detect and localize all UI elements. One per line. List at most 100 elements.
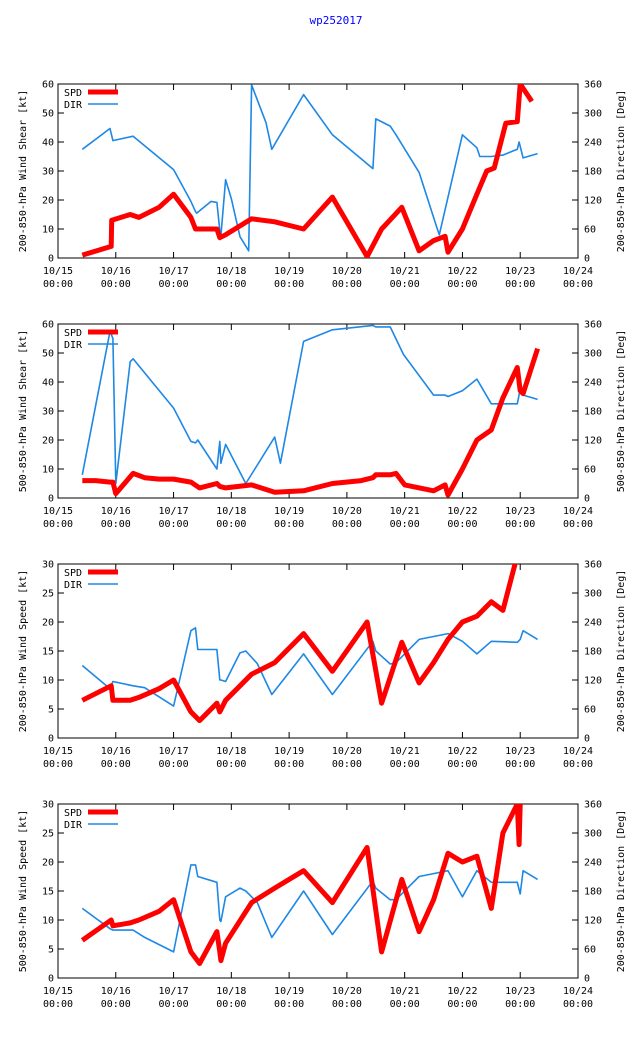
x-tick-label-time: 00:00 [447, 999, 477, 1010]
y-tick-label: 0 [48, 254, 54, 265]
x-tick-label: 10/20 [332, 266, 362, 277]
y-tick-label: 40 [42, 138, 54, 149]
y2-tick-label: 180 [584, 647, 602, 658]
series-dir-line [81, 84, 538, 252]
chart-panel-3: 05101520253006012018024030036010/1500:00… [18, 560, 627, 771]
x-tick-label-time: 00:00 [43, 279, 73, 290]
legend-dir-label: DIR [64, 100, 83, 111]
x-tick-label-time: 00:00 [505, 519, 535, 530]
series-spd-line [82, 347, 540, 498]
y-tick-label: 25 [42, 589, 54, 600]
legend-dir-label: DIR [64, 820, 83, 831]
y-tick-label: 5 [48, 945, 54, 956]
y-tick-label: 15 [42, 887, 54, 898]
y-tick-label: 5 [48, 705, 54, 716]
x-tick-label-time: 00:00 [332, 519, 362, 530]
x-tick-label: 10/23 [505, 266, 535, 277]
x-tick-label-time: 00:00 [43, 519, 73, 530]
x-tick-label-time: 00:00 [274, 519, 304, 530]
y2-tick-label: 120 [584, 196, 602, 207]
series-dir-line [81, 324, 538, 485]
y2-tick-label: 240 [584, 618, 602, 629]
x-tick-label: 10/22 [447, 986, 477, 997]
y-tick-label: 40 [42, 378, 54, 389]
x-tick-label-time: 00:00 [101, 759, 131, 770]
x-tick-label: 10/16 [101, 746, 131, 757]
x-tick-label-time: 00:00 [447, 519, 477, 530]
x-tick-label: 10/17 [159, 266, 189, 277]
y2-tick-label: 300 [584, 109, 602, 120]
x-tick-label: 10/19 [274, 506, 304, 517]
x-tick-label-time: 00:00 [563, 999, 593, 1010]
x-tick-label: 10/23 [505, 746, 535, 757]
plot-frame [57, 803, 579, 979]
x-tick-label: 10/23 [505, 506, 535, 517]
x-tick-label-time: 00:00 [216, 759, 246, 770]
x-tick-label: 10/17 [159, 986, 189, 997]
y2-tick-label: 360 [584, 560, 602, 571]
y2-tick-label: 120 [584, 436, 602, 447]
x-tick-label: 10/20 [332, 986, 362, 997]
y2-tick-label: 240 [584, 138, 602, 149]
x-tick-label-time: 00:00 [447, 279, 477, 290]
y-tick-label: 10 [42, 225, 54, 236]
series-spd-line [81, 564, 518, 724]
legend-spd-label: SPD [64, 568, 82, 579]
x-tick-label-time: 00:00 [563, 279, 593, 290]
chart-panel-1: 0 10 20 30 40 50 60 0 60 120 180 240 300 360 10/15 00:0… [18, 80, 627, 291]
y2-tick-label: 300 [584, 829, 602, 840]
x-tick-label: 10/20 [332, 506, 362, 517]
x-tick-label-time: 00:00 [159, 279, 189, 290]
y2-tick-label: 180 [584, 407, 602, 418]
x-tick-label-time: 00:00 [216, 519, 246, 530]
x-tick-label-time: 00:00 [43, 999, 73, 1010]
y2-tick-label: 120 [584, 916, 602, 927]
x-tick-label-time: 00:00 [447, 759, 477, 770]
x-tick-label: 10/21 [390, 506, 420, 517]
x-tick-label: 10/23 [505, 986, 535, 997]
series-spd-line [80, 804, 523, 966]
y2-axis-label: 200-850-hPa Direction [Deg] [616, 90, 627, 253]
x-tick-label: 10/15 [43, 986, 73, 997]
x-tick-label-time: 00:00 [43, 759, 73, 770]
y-tick-label: 15 [42, 647, 54, 658]
x-tick-label: 10/21 [390, 746, 420, 757]
x-tick-label: 10/22 [447, 746, 477, 757]
y-tick-label: 20 [42, 858, 54, 869]
page-title: wp252017 [310, 14, 363, 27]
x-tick-label: 10/15 [43, 746, 73, 757]
x-tick-label-time: 00:00 [563, 519, 593, 530]
x-tick-label: 10/19 [274, 746, 304, 757]
x-tick-label: 10/21 [390, 986, 420, 997]
x-tick-label: 10/15 [43, 266, 73, 277]
legend-dir-label: DIR [64, 340, 83, 351]
x-tick-label: 10/17 [159, 746, 189, 757]
x-tick-label: 10/24 [563, 266, 593, 277]
y2-tick-label: 300 [584, 349, 602, 360]
x-tick-label-time: 00:00 [505, 999, 535, 1010]
x-tick-label-time: 00:00 [563, 759, 593, 770]
x-tick-label-time: 00:00 [390, 999, 420, 1010]
y-tick-label: 20 [42, 436, 54, 447]
x-tick-label: 10/16 [101, 506, 131, 517]
y-tick-label: 10 [42, 676, 54, 687]
x-tick-label-time: 00:00 [390, 279, 420, 290]
x-tick-label: 10/16 [101, 986, 131, 997]
y2-tick-label: 240 [584, 858, 602, 869]
legend-dir-label: DIR [64, 580, 83, 591]
y-tick-label: 0 [48, 974, 54, 985]
x-tick-label: 10/19 [274, 266, 304, 277]
y2-tick-label: 180 [584, 167, 602, 178]
x-tick-label: 10/16 [101, 266, 131, 277]
x-tick-label: 10/18 [216, 506, 246, 517]
x-tick-label: 10/18 [216, 266, 246, 277]
x-tick-label-time: 00:00 [274, 279, 304, 290]
y2-tick-label: 360 [584, 80, 602, 91]
y-axis-label: 500-850-hPa Wind Speed [kt] [18, 810, 29, 973]
x-tick-label: 10/18 [216, 986, 246, 997]
x-tick-label-time: 00:00 [101, 519, 131, 530]
y-tick-label: 25 [42, 829, 54, 840]
